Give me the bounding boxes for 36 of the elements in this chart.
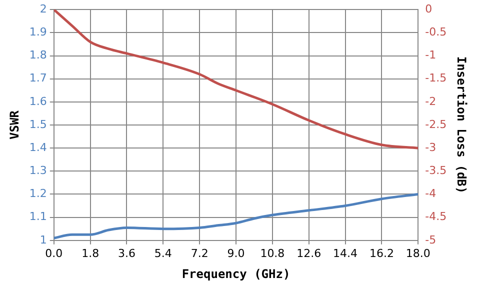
x-tick-label: 16.2 (369, 246, 394, 260)
y2-tick-label: -3 (425, 140, 436, 154)
x-tick-label: 0.0 (45, 246, 63, 260)
y-tick-label: 1.9 (29, 26, 47, 39)
y2-tick-label: -2.5 (425, 118, 447, 131)
y-axis-title: VSWR (7, 110, 22, 140)
y-tick-label: 1.8 (29, 48, 47, 62)
y-tick-label: 1.4 (29, 140, 47, 154)
x-tick-label: 1.8 (82, 246, 100, 260)
x-tick-label: 14.4 (333, 246, 358, 260)
y2-tick-label: -4.5 (425, 210, 447, 224)
x-tick-label: 18.0 (406, 246, 430, 260)
x-axis-title: Frequency (GHz) (182, 266, 290, 281)
x-tick-label: 3.6 (118, 246, 136, 260)
y-tick-label: 1.7 (29, 72, 47, 85)
y2-axis-title: Insertion Loss (dB) (454, 56, 469, 194)
y2-tick-label: 0 (425, 2, 432, 16)
y2-tick-label: -2 (425, 94, 436, 108)
x-tick-label: 10.8 (260, 246, 285, 260)
y2-tick-label: -1 (425, 48, 436, 62)
y-tick-label: 1.3 (29, 164, 47, 178)
x-tick-label: 9.0 (227, 246, 245, 260)
y2-tick-label: -5 (425, 233, 436, 246)
x-tick-label: 5.4 (154, 246, 172, 260)
x-tick-label: 12.6 (296, 246, 322, 260)
y2-tick-label: -3.5 (425, 164, 447, 178)
x-tick-label: 7.2 (190, 246, 208, 260)
y2-tick-label: -4 (425, 187, 436, 200)
y2-tick-label: -1.5 (425, 72, 447, 85)
y-tick-label: 1.5 (29, 118, 47, 131)
y2-tick-label: -0.5 (425, 26, 447, 39)
y-tick-label: 1.2 (29, 187, 47, 200)
y-tick-label: 1 (40, 233, 47, 246)
y-tick-label: 1.1 (29, 210, 47, 224)
y-tick-label: 1.6 (29, 94, 47, 108)
y-tick-label: 2 (40, 2, 47, 16)
